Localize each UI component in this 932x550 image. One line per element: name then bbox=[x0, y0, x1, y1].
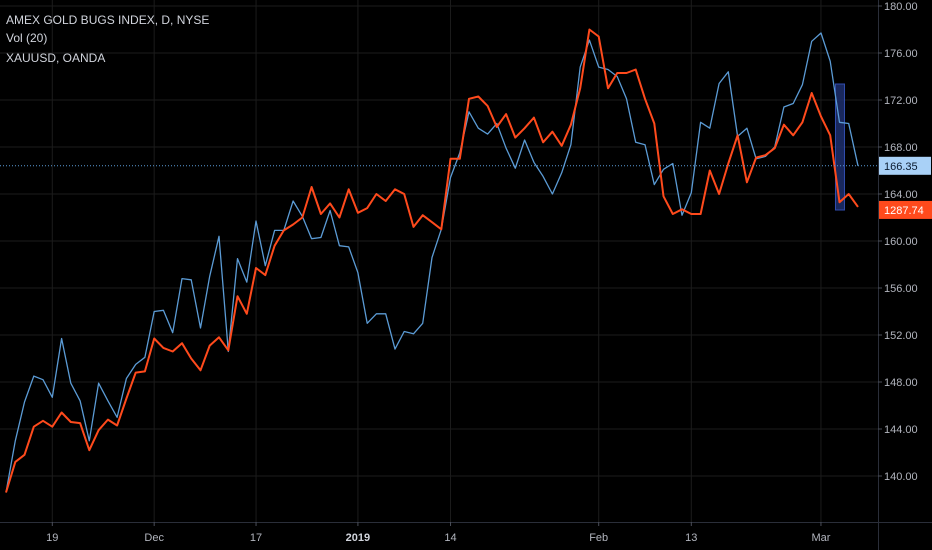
price-tick-label: 160.00 bbox=[884, 236, 918, 248]
time-tick-label: 14 bbox=[444, 532, 456, 544]
price-tick-label: 144.00 bbox=[884, 424, 918, 436]
time-tick-label: Mar bbox=[811, 532, 830, 544]
series-line-gold-bugs bbox=[5, 32, 859, 493]
last-value-gold-bugs: 166.35 bbox=[884, 161, 918, 173]
time-tick-label: Feb bbox=[589, 532, 608, 544]
volume-highlight-layer bbox=[834, 83, 845, 211]
legend-compare-symbol[interactable]: XAUUSD, OANDA bbox=[6, 51, 106, 65]
price-tick-label: 156.00 bbox=[884, 283, 918, 295]
time-tick-label: 19 bbox=[46, 532, 58, 544]
price-axis-labels[interactable]: 140.00 144.00 148.00 152.00 156.00 160.00 164.… bbox=[878, 1, 918, 483]
price-tick-label: 148.00 bbox=[884, 377, 918, 389]
price-tick-label: 168.00 bbox=[884, 142, 918, 154]
price-tick-label: 152.00 bbox=[884, 330, 918, 342]
time-tick-label: 17 bbox=[250, 532, 262, 544]
series-layer bbox=[5, 28, 859, 493]
price-tick-label: 140.00 bbox=[884, 471, 918, 483]
legend-symbol-title[interactable]: AMEX GOLD BUGS INDEX, D, NYSE bbox=[6, 13, 210, 27]
price-tick-label: 176.00 bbox=[884, 48, 918, 60]
time-tick-label: 2019 bbox=[346, 532, 370, 544]
last-value-badge-gold-bugs bbox=[879, 156, 931, 175]
price-tick-label: 172.00 bbox=[884, 95, 918, 107]
volume-bar bbox=[834, 83, 845, 211]
time-tick-label: 13 bbox=[685, 532, 697, 544]
last-value-badges: 166.35 1287.74 bbox=[879, 156, 932, 219]
last-value-badge-xauusd bbox=[879, 200, 932, 219]
price-tick-label: 164.00 bbox=[884, 189, 918, 201]
time-tick-label: Dec bbox=[144, 532, 164, 544]
vertical-grid bbox=[51, 0, 822, 522]
series-line-xauusd bbox=[5, 28, 859, 493]
last-value-xauusd: 1287.74 bbox=[884, 205, 924, 217]
price-tick-label: 180.00 bbox=[884, 1, 918, 13]
horizontal-grid bbox=[0, 5, 878, 477]
time-axis-labels[interactable]: 19Dec17201914Feb13Mar18Apr bbox=[46, 522, 932, 544]
legend-volume-indicator[interactable]: Vol (20) bbox=[6, 31, 48, 45]
